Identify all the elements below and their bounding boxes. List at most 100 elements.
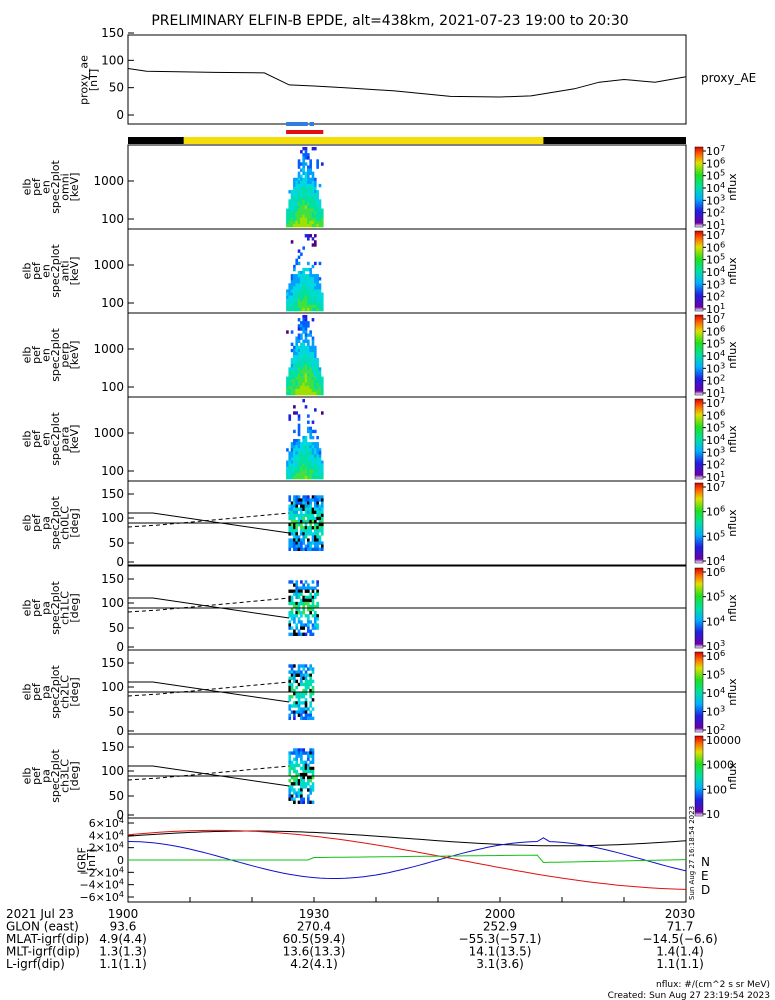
spectrogram-pixel [318, 286, 322, 290]
colorbar [694, 651, 704, 733]
spectrogram-pixel [307, 604, 310, 609]
spectrogram-pixel [307, 679, 310, 684]
spectrogram-pixel [304, 367, 308, 371]
spectrogram-pixel [304, 495, 308, 499]
spectrogram-pixel [320, 220, 324, 225]
spectrogram-pixel [314, 614, 317, 618]
spectrogram-pixel [295, 301, 299, 306]
colorbar [694, 314, 704, 396]
spectrogram-pixel [307, 333, 310, 337]
spectrogram-pixel [314, 211, 317, 215]
spectrogram-pixel [307, 516, 310, 521]
loss-cone-dashed-line [127, 681, 290, 697]
spectrogram-pixel [309, 519, 312, 524]
spectrogram-pixel [316, 457, 319, 461]
spectrogram-pixel [288, 785, 292, 789]
spectrogram-pixel [316, 220, 319, 225]
colorbar [694, 146, 704, 228]
spectrogram-pixel [311, 448, 315, 452]
spectrogram-pixel [316, 626, 319, 630]
spectrogram-pixel [297, 336, 301, 340]
spectrogram-pixel [302, 295, 305, 299]
chart-title: PRELIMINARY ELFIN-B EPDE, alt=438km, 202… [151, 13, 628, 29]
spectrogram-pixel [288, 301, 292, 306]
spectrogram-pixel [302, 623, 305, 627]
colorbar-tick-label: 107 [706, 143, 725, 158]
spectrogram-pixel [293, 507, 296, 511]
spectrogram-pixel [286, 463, 289, 467]
spectrogram-pixel [293, 523, 296, 527]
spectrogram-pixel [302, 318, 305, 322]
spectrogram-pixel [293, 292, 296, 296]
spectrogram-pixel [290, 391, 294, 396]
spectrogram-pixel [318, 307, 322, 312]
spectrogram-pixel [302, 364, 305, 368]
spectrogram-pixel [293, 373, 296, 377]
spectrogram-pixel [290, 364, 294, 368]
spectrogram-pixel [288, 626, 292, 630]
spectrogram-pixel [300, 187, 303, 191]
spectrogram-pixel [300, 547, 303, 551]
spectrogram-pixel [302, 529, 305, 533]
spectrogram-pixel [320, 472, 324, 477]
spectrogram-pixel [293, 385, 296, 390]
spectrogram-pixel [314, 544, 317, 548]
spectrogram-pixel [286, 208, 289, 212]
spectrogram-pixel [288, 707, 292, 711]
spectrogram-pixel [295, 510, 299, 515]
spectrogram-pixel [307, 779, 310, 783]
spectrogram-pixel [300, 177, 303, 182]
spectrogram-pixel [293, 348, 296, 353]
spectrogram-pixel [309, 701, 312, 705]
spectrogram-pixel [293, 498, 296, 502]
spectrogram-pixel [293, 716, 296, 720]
spectrogram-pixel [297, 586, 301, 590]
spectrogram-pixel [293, 757, 296, 761]
spectrogram-pixel [311, 202, 315, 206]
spectrogram-pixel [309, 523, 312, 527]
spectrogram-pixel [295, 261, 299, 266]
spectrogram-pixel [293, 388, 296, 393]
spectrogram-pixel [300, 280, 303, 284]
spectrogram-pixel [297, 439, 301, 443]
spectrogram-pixel [290, 283, 294, 287]
spectrogram-pixel [314, 295, 317, 299]
spectrogram-pixel [290, 676, 294, 680]
spectrogram-pixel [307, 445, 310, 449]
spectrogram-pixel [309, 385, 312, 390]
spectrogram-pixel [318, 498, 322, 502]
spectrogram-pixel [295, 466, 299, 471]
spectrogram-pixel [300, 620, 303, 624]
spectrogram-pixel [300, 364, 303, 368]
spectrogram-pixel [320, 466, 324, 471]
spectrogram-pixel [311, 604, 315, 609]
spectrogram-pixel [302, 716, 305, 720]
spectrogram-pixel [302, 292, 305, 296]
spectrogram-pixel [293, 304, 296, 309]
spectrogram-pixel [300, 466, 303, 471]
spectrogram-pixel [300, 498, 303, 502]
spectrogram-pixel [290, 626, 294, 630]
spectrogram-pixel [288, 472, 292, 477]
spectrogram-pixel [297, 283, 301, 287]
spectrogram-pixel [300, 295, 303, 299]
spectrogram-pixel [316, 280, 319, 284]
spectrogram-pixel [300, 782, 303, 786]
spectrogram-pixel [304, 289, 308, 293]
blue-bar [309, 122, 314, 126]
spectrogram-pixel [290, 286, 294, 290]
spectrogram-pixel [300, 190, 303, 194]
xaxis-row-label: MLT-igrf(dip) [6, 945, 80, 959]
spectrogram-pixel [288, 211, 292, 215]
spectrogram-pixel [318, 220, 322, 225]
spectrogram-pixel [314, 454, 317, 458]
spectrogram-pixel [316, 283, 319, 287]
spectrogram-pixel [314, 355, 317, 359]
spectrogram-pixel [316, 367, 319, 371]
spectrogram-pixel [314, 307, 317, 312]
spectrogram-pixel [307, 274, 310, 278]
spectrogram-pixel [304, 211, 308, 215]
spectrogram-pixel [311, 147, 315, 151]
spectrogram-pixel [304, 701, 308, 705]
spectrogram-pixel [309, 766, 312, 771]
